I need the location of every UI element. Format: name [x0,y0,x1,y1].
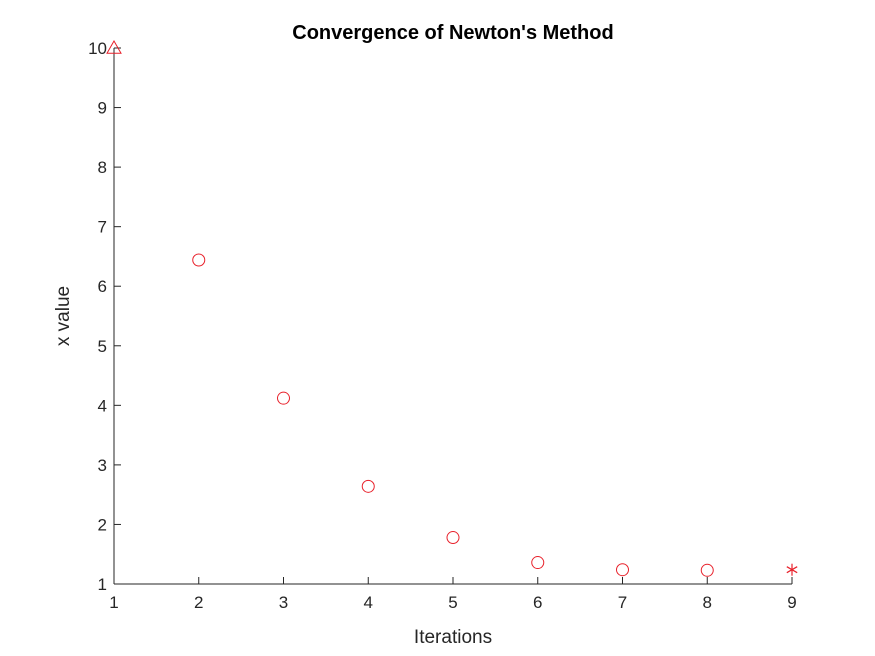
data-point-start-triangle [106,39,122,54]
y-axis-ticks: 1 2 3 4 5 6 7 8 9 10 [88,39,121,594]
y-axis-label: x value [53,286,74,346]
y-tick-label: 10 [88,39,107,58]
x-axis-ticks: 1 2 3 4 5 6 7 8 9 [109,577,797,612]
y-tick-label: 5 [98,337,107,356]
y-tick-label: 8 [98,158,107,177]
data-point-circle [616,563,629,577]
data-point-final-star [786,563,798,576]
axes [113,48,792,585]
x-tick-label: 4 [364,593,373,612]
data-point-circle [700,563,714,577]
y-tick-label: 4 [98,396,107,415]
y-tick-label: 6 [98,277,107,296]
y-tick-label: 1 [98,575,107,594]
data-point-circle [277,391,290,405]
data-point-circle [531,556,545,570]
y-tick-label: 9 [98,99,107,118]
x-tick-label: 7 [618,593,627,612]
x-tick-label: 3 [279,593,288,612]
data-point-circle [446,531,460,545]
y-tick-label: 2 [98,515,107,534]
x-axis-label: Iterations [414,627,492,648]
x-tick-label: 9 [787,593,796,612]
x-tick-label: 8 [703,593,712,612]
data-point-circle [361,479,375,493]
x-tick-label: 1 [109,593,118,612]
y-tick-label: 7 [98,218,107,237]
x-tick-label: 6 [533,593,542,612]
data-markers [106,39,798,577]
x-tick-label: 5 [448,593,457,612]
chart-title: Convergence of Newton's Method [292,22,613,44]
y-tick-label: 3 [98,456,107,475]
x-tick-label: 2 [194,593,203,612]
data-point-circle [192,253,206,267]
